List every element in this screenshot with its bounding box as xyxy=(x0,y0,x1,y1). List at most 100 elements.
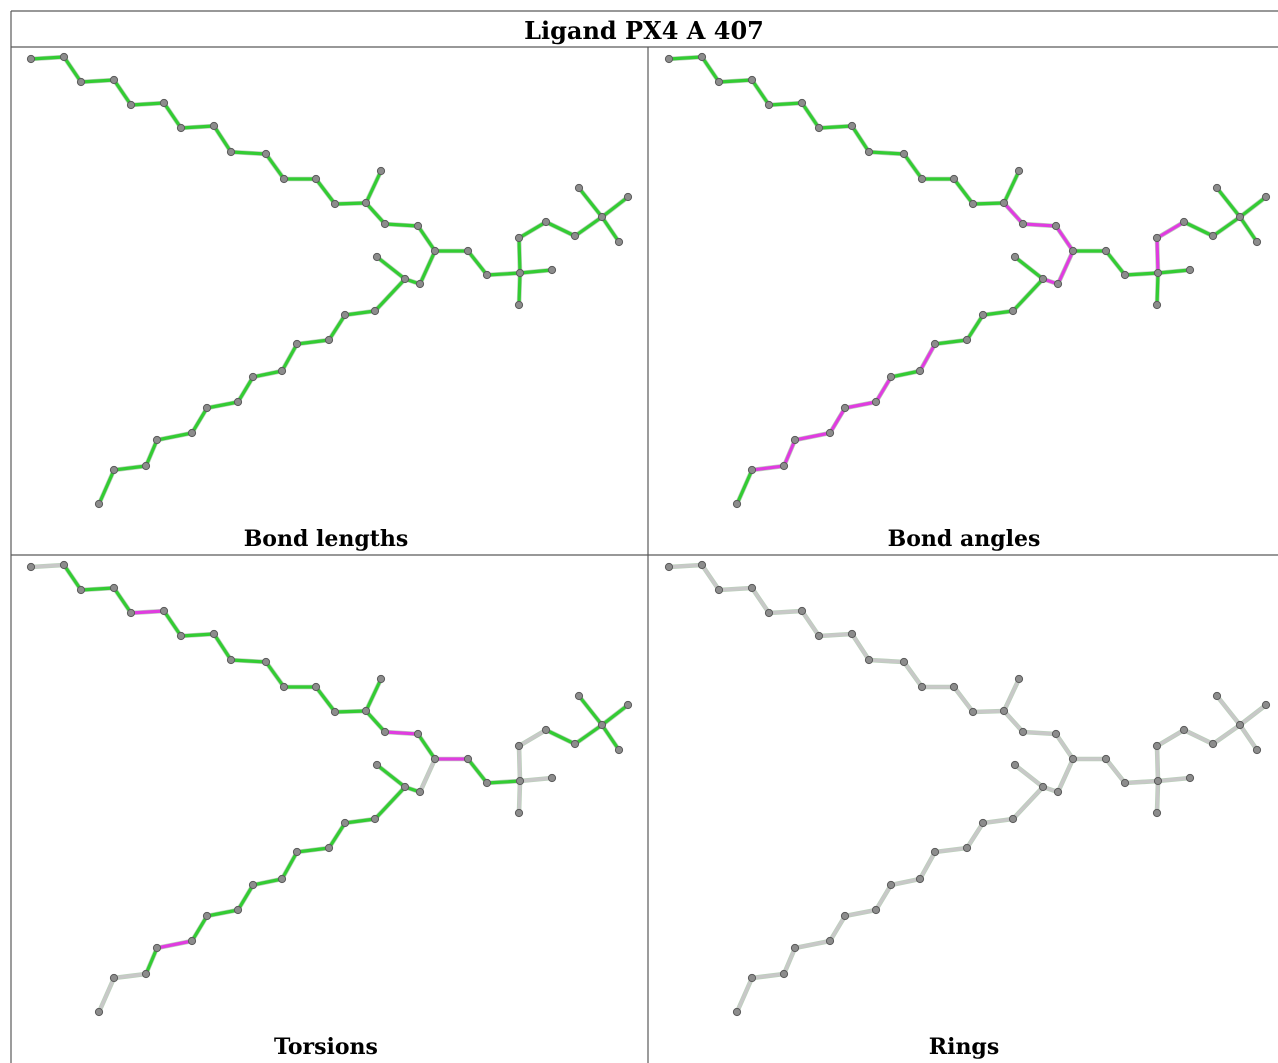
atom-8 xyxy=(864,147,874,157)
atom-22 xyxy=(340,310,350,320)
bond-30 xyxy=(781,945,798,977)
molecule-drawing xyxy=(664,52,1271,509)
atom-42 xyxy=(597,720,607,730)
bond-16 xyxy=(1053,731,1076,762)
atom-22 xyxy=(978,818,988,828)
panel-rings: Rings xyxy=(664,560,1271,1060)
atom-28 xyxy=(840,403,850,413)
atom-11 xyxy=(311,174,321,184)
atom-0 xyxy=(26,54,36,64)
bond-line xyxy=(518,268,554,275)
bond-line xyxy=(902,152,924,181)
atom-41 xyxy=(570,739,580,749)
bond-19 xyxy=(1012,762,1046,790)
bond-44 xyxy=(576,693,605,728)
atom-9 xyxy=(899,149,909,159)
bond-line xyxy=(466,757,489,785)
bond-8 xyxy=(866,657,907,665)
atom-32 xyxy=(109,973,119,983)
bond-line xyxy=(1211,723,1242,746)
atom-40 xyxy=(1179,217,1189,227)
bond-line xyxy=(1011,785,1045,821)
molecule-drawing xyxy=(664,560,1271,1017)
bond-4 xyxy=(766,100,805,108)
atom-19 xyxy=(372,760,382,770)
bond-35 xyxy=(484,270,523,278)
atom-29 xyxy=(825,428,835,438)
bond-line xyxy=(971,709,1006,714)
bond-line xyxy=(295,338,331,346)
bond-14 xyxy=(363,708,388,735)
atom-14 xyxy=(1014,674,1024,684)
bond-line xyxy=(889,369,922,379)
atom-29 xyxy=(187,936,197,946)
atom-22 xyxy=(340,818,350,828)
bond-44 xyxy=(576,185,605,220)
bond-line xyxy=(793,939,832,950)
atom-32 xyxy=(747,465,757,475)
atom-15 xyxy=(380,727,390,737)
bond-line xyxy=(212,124,233,154)
bond-line xyxy=(1215,186,1242,219)
bond-23 xyxy=(932,845,970,855)
bond-23 xyxy=(294,845,332,855)
bond-line xyxy=(29,563,66,569)
atom-20 xyxy=(415,787,425,797)
atom-27 xyxy=(233,397,243,407)
bond-line xyxy=(1002,169,1021,205)
bond-22 xyxy=(964,820,986,851)
atom-7 xyxy=(847,121,857,131)
bond-line xyxy=(577,694,604,727)
bond-44 xyxy=(1214,185,1243,220)
bond-26 xyxy=(235,374,256,405)
bond-20 xyxy=(1010,276,1046,314)
bond-line xyxy=(229,658,268,664)
bond-3 xyxy=(749,585,772,616)
bond-line xyxy=(1238,703,1268,727)
bond-20 xyxy=(372,276,408,314)
bond-line xyxy=(1021,222,1058,228)
bond-36 xyxy=(1155,775,1193,784)
bond-line xyxy=(828,914,847,943)
atom-35 xyxy=(482,778,492,788)
atom-20 xyxy=(1053,279,1063,289)
atom-29 xyxy=(825,936,835,946)
atom-34 xyxy=(1101,246,1111,256)
bond-line xyxy=(600,703,630,727)
atom-25 xyxy=(915,366,925,376)
bond-13 xyxy=(363,676,384,714)
bond-line xyxy=(190,914,209,943)
bond-line xyxy=(918,850,937,881)
figure-title: Ligand PX4 A 407 xyxy=(524,16,764,45)
atom-43 xyxy=(1261,700,1271,710)
bond-line xyxy=(1155,744,1160,783)
atom-4 xyxy=(126,608,136,618)
bond-19 xyxy=(374,762,408,790)
atom-2 xyxy=(714,585,724,595)
atom-44 xyxy=(1252,745,1262,755)
atom-24 xyxy=(930,339,940,349)
bond-25 xyxy=(250,368,285,380)
bond-41 xyxy=(572,722,605,747)
bond-19 xyxy=(1012,254,1046,282)
atom-1 xyxy=(697,52,707,62)
panel-caption: Torsions xyxy=(274,1034,378,1060)
bond-30 xyxy=(143,945,160,977)
atom-29 xyxy=(187,428,197,438)
ligand-validation-figure: Ligand PX4 A 407 Bond lengths Bond angle… xyxy=(10,10,1278,1063)
bond-line xyxy=(79,586,116,592)
bond-line xyxy=(1156,776,1192,783)
bond-line xyxy=(952,177,975,206)
bond-line xyxy=(517,744,522,783)
bond-line xyxy=(965,821,985,850)
atom-42 xyxy=(597,212,607,222)
bond-line xyxy=(750,78,771,107)
atom-17 xyxy=(1068,754,1078,764)
atom-44 xyxy=(614,237,624,247)
bond-30 xyxy=(781,437,798,469)
bond-line xyxy=(144,438,159,468)
bond-line xyxy=(843,400,878,410)
atom-42 xyxy=(1235,720,1245,730)
bond-line xyxy=(97,468,116,506)
bond-line xyxy=(1238,195,1268,219)
